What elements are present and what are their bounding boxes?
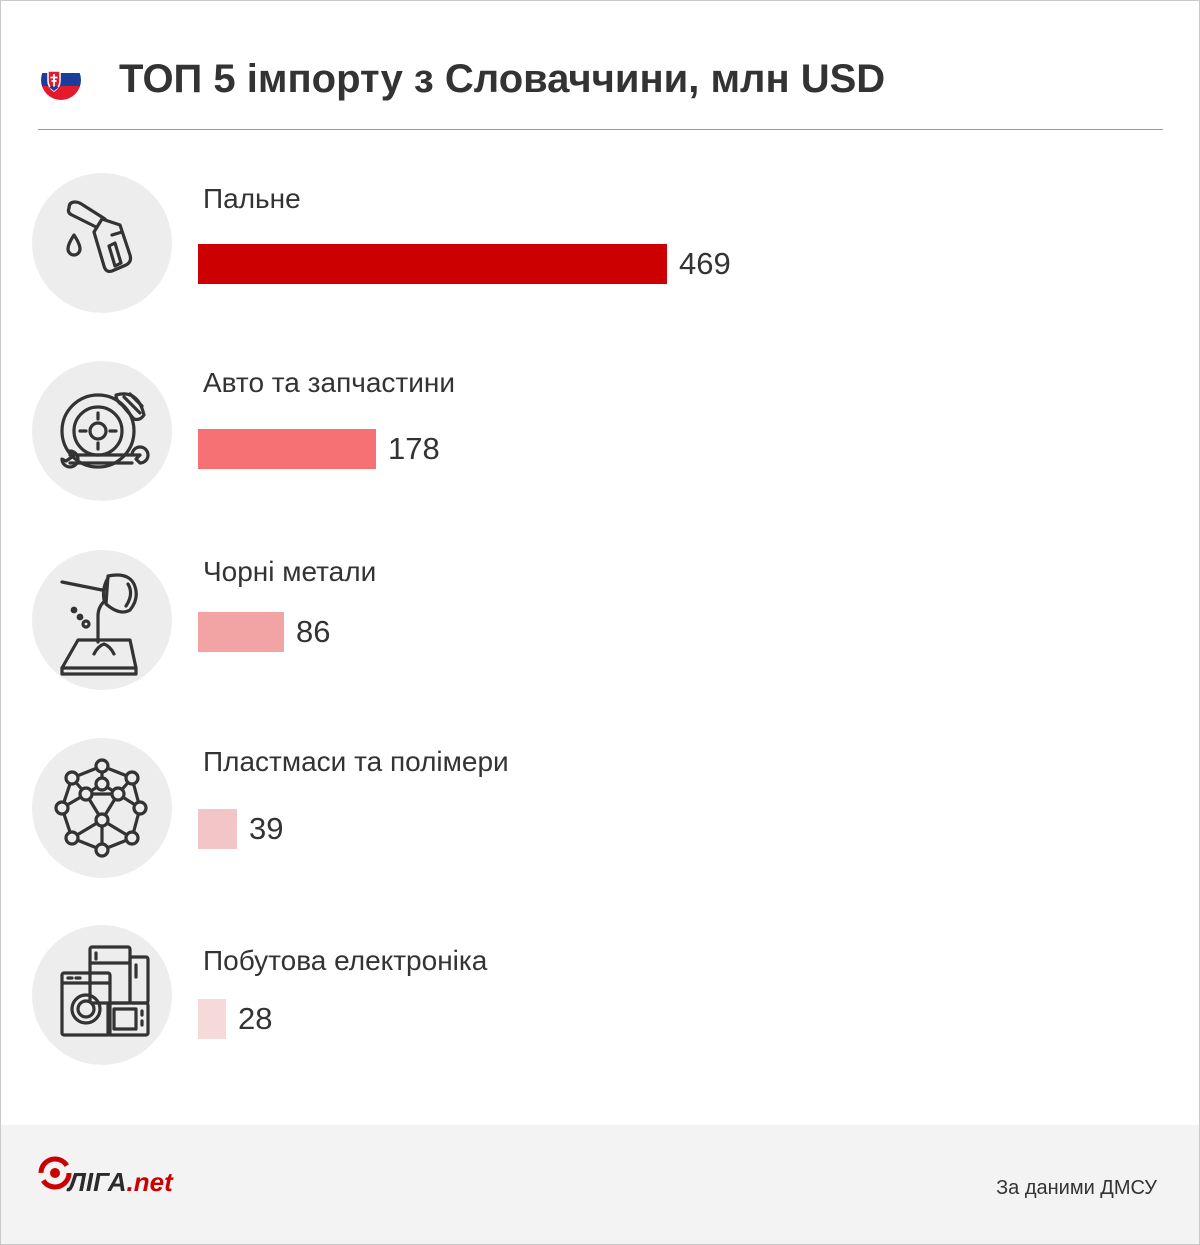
bar-value-label: 469: [679, 246, 731, 281]
metal-pouring-icon: [32, 550, 172, 690]
header: ТОП 5 імпорту з Словаччини, млн USD: [0, 0, 1200, 130]
category-label: Чорні метали: [203, 556, 377, 587]
header-divider: [38, 129, 1163, 130]
bar-value-label: 28: [238, 1001, 273, 1036]
category-label: Авто та запчастини: [203, 367, 455, 398]
source-note: За даними ДМСУ: [996, 1177, 1157, 1199]
liga-net-logo: ЛІГА.net: [38, 1153, 198, 1203]
footer: [1, 1125, 1199, 1244]
home-appliances-icon: [32, 925, 172, 1065]
chart-title: ТОП 5 імпорту з Словаччини, млн USD: [119, 57, 886, 101]
fuel-nozzle-icon: [32, 173, 172, 313]
bar: [198, 612, 284, 652]
logo-text: ЛІГА.net: [68, 1167, 173, 1197]
bar: [198, 999, 226, 1039]
bar-value-label: 86: [296, 614, 331, 649]
category-label: Пальне: [203, 183, 301, 214]
polymer-molecule-icon: [32, 738, 172, 878]
bar: [198, 809, 237, 849]
slovakia-flag-icon: [41, 60, 81, 100]
bar-value-label: 39: [249, 811, 284, 846]
bar-value-label: 178: [388, 431, 440, 466]
car-parts-icon: [32, 361, 172, 501]
bar: [198, 429, 376, 469]
bar: [198, 244, 667, 284]
liga-logo-icon: [38, 1156, 72, 1190]
category-label: Пластмаси та полімери: [203, 746, 509, 777]
category-label: Побутова електроніка: [203, 945, 488, 976]
